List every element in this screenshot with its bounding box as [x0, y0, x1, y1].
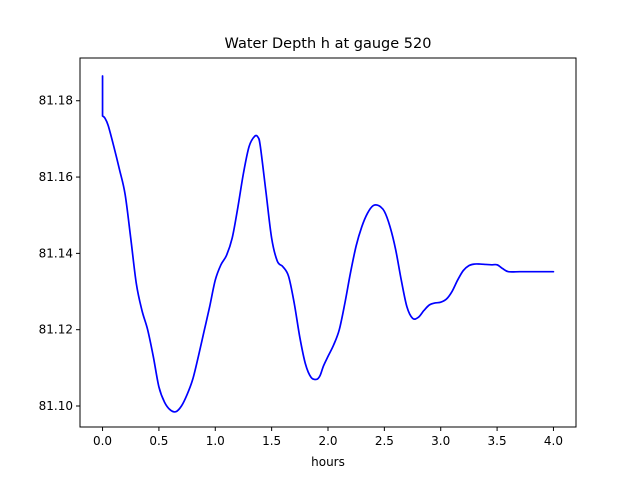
plot-area	[80, 58, 576, 427]
y-tick-label: 81.18	[39, 94, 73, 108]
y-tick-label: 81.14	[39, 246, 73, 260]
y-tick-label: 81.12	[39, 323, 73, 337]
plot-frame	[79, 57, 577, 428]
series-line	[101, 75, 555, 413]
x-tick-label: 2.5	[375, 434, 394, 448]
y-axis-ticks: 81.10 81.12 81.14 81.16 81.18	[39, 94, 80, 413]
x-tick-label: 0.5	[149, 434, 168, 448]
x-tick-label: 3.5	[488, 434, 507, 448]
series-layer	[101, 75, 555, 413]
y-tick-label: 81.10	[39, 399, 73, 413]
x-tick-label: 0.0	[93, 434, 112, 448]
x-tick-label: 2.0	[318, 434, 337, 448]
x-tick-label: 3.0	[431, 434, 450, 448]
chart-title: Water Depth h at gauge 520	[225, 36, 432, 52]
y-tick-label: 81.16	[39, 170, 73, 184]
x-axis-label: hours	[311, 455, 345, 469]
x-axis-ticks: 0.0 0.5 1.0 1.5 2.0 2.5 3.0 3.5 4.0	[93, 427, 563, 448]
x-tick-label: 4.0	[544, 434, 563, 448]
x-tick-label: 1.0	[206, 434, 225, 448]
x-tick-label: 1.5	[262, 434, 281, 448]
